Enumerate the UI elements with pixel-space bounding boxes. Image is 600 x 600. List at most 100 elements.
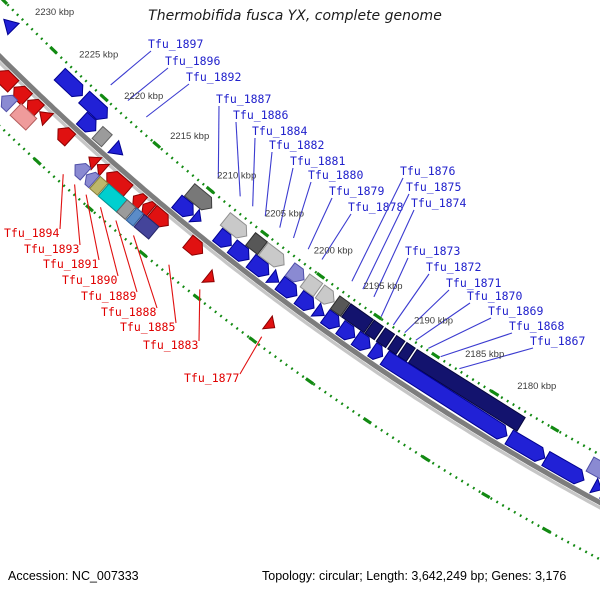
- tick-label: 2220 kbp: [124, 91, 163, 102]
- gene-label[interactable]: Tfu_1884: [252, 124, 307, 138]
- gene-arrow[interactable]: [170, 194, 194, 218]
- gene-arrow[interactable]: [211, 227, 232, 248]
- gene-label[interactable]: Tfu_1887: [216, 92, 271, 106]
- gene-arrow[interactable]: [335, 319, 356, 341]
- gene-arrow[interactable]: [387, 334, 406, 356]
- gene-label[interactable]: Tfu_1879: [329, 184, 384, 198]
- gene-arrow[interactable]: [284, 262, 305, 283]
- gene-arrow[interactable]: [310, 301, 325, 317]
- gene-arrow[interactable]: [88, 175, 109, 196]
- gene-arrow[interactable]: [74, 162, 92, 181]
- gene-label[interactable]: Tfu_1886: [233, 108, 288, 122]
- gene-arrow[interactable]: [96, 163, 111, 178]
- gene-arrow[interactable]: [397, 341, 416, 363]
- gene-label[interactable]: Tfu_1876: [400, 164, 455, 178]
- label-leader-line: [235, 121, 241, 197]
- label-leader-line: [99, 207, 119, 277]
- tick-label: 2185 kbp: [465, 349, 504, 360]
- gene-label[interactable]: Tfu_1875: [406, 180, 461, 194]
- gene-arrow[interactable]: [182, 234, 204, 256]
- gene-arrow[interactable]: [226, 239, 250, 262]
- gene-arrow[interactable]: [364, 319, 384, 341]
- gene-arrow[interactable]: [133, 213, 160, 240]
- gene-arrow[interactable]: [375, 327, 396, 349]
- gene-label[interactable]: Tfu_1882: [269, 138, 324, 152]
- gene-label[interactable]: Tfu_1889: [81, 289, 136, 303]
- gene-arrow[interactable]: [115, 199, 137, 221]
- gene-arrow[interactable]: [84, 171, 101, 189]
- gene-arrow[interactable]: [367, 342, 384, 360]
- gene-arrow[interactable]: [183, 182, 213, 211]
- gene-arrow[interactable]: [264, 268, 280, 283]
- gene-label[interactable]: Tfu_1883: [143, 338, 198, 352]
- gene-arrow[interactable]: [75, 111, 97, 133]
- gene-arrow[interactable]: [3, 18, 21, 36]
- gene-label[interactable]: Tfu_1867: [530, 334, 585, 348]
- gene-label[interactable]: Tfu_1881: [290, 154, 345, 168]
- gene-arrow[interactable]: [201, 268, 215, 283]
- gene-label[interactable]: Tfu_1880: [308, 168, 363, 182]
- gene-arrow[interactable]: [340, 303, 374, 334]
- gene-arrow[interactable]: [53, 67, 84, 98]
- gene-arrow[interactable]: [319, 309, 340, 330]
- gene-label[interactable]: Tfu_1894: [4, 226, 59, 240]
- label-leader-line: [279, 167, 294, 228]
- gene-arrow[interactable]: [293, 289, 315, 312]
- gene-arrow[interactable]: [585, 456, 600, 480]
- gene-label[interactable]: Tfu_1868: [509, 319, 564, 333]
- gene-arrow[interactable]: [350, 330, 371, 352]
- gene-arrow[interactable]: [589, 477, 600, 494]
- gene-arrow[interactable]: [329, 295, 351, 317]
- page-title: Thermobifida fusca YX, complete genome: [148, 8, 442, 24]
- gene-label[interactable]: Tfu_1893: [24, 242, 79, 256]
- gene-label[interactable]: Tfu_1891: [43, 257, 98, 271]
- gene-arrow[interactable]: [125, 207, 145, 227]
- gene-label[interactable]: Tfu_1877: [184, 371, 239, 385]
- gene-label[interactable]: Tfu_1874: [411, 196, 466, 210]
- gene-arrow[interactable]: [57, 127, 77, 147]
- gene-arrow[interactable]: [107, 139, 124, 156]
- gene-label[interactable]: Tfu_1873: [405, 244, 460, 258]
- gene-label[interactable]: Tfu_1896: [165, 54, 220, 68]
- gene-arrow[interactable]: [0, 69, 20, 93]
- gene-arrow[interactable]: [274, 275, 298, 299]
- gene-arrow[interactable]: [245, 253, 270, 278]
- gene-label[interactable]: Tfu_1892: [186, 70, 241, 84]
- accession-text: Accession: NC_007333: [8, 569, 139, 583]
- label-leader-line: [145, 83, 190, 118]
- gene-arrow[interactable]: [314, 284, 335, 305]
- label-leader-line: [110, 50, 152, 86]
- gene-arrow[interactable]: [0, 94, 19, 113]
- gene-label[interactable]: Tfu_1888: [101, 305, 156, 319]
- gene-arrow[interactable]: [379, 350, 508, 440]
- gene-arrow[interactable]: [407, 348, 526, 432]
- gene-label[interactable]: Tfu_1878: [348, 200, 403, 214]
- gene-label[interactable]: Tfu_1872: [426, 260, 481, 274]
- gene-label[interactable]: Tfu_1871: [446, 276, 501, 290]
- label-leader-line: [440, 332, 513, 358]
- gene-arrow[interactable]: [541, 450, 585, 485]
- gene-label[interactable]: Tfu_1870: [467, 289, 522, 303]
- tick-label: 2195 kbp: [363, 281, 402, 292]
- gene-arrow[interactable]: [504, 429, 546, 462]
- gene-arrow[interactable]: [91, 125, 113, 148]
- gene-arrow[interactable]: [261, 314, 276, 330]
- tick-label: 2215 kbp: [170, 131, 209, 142]
- gene-arrow[interactable]: [39, 111, 55, 127]
- gene-label[interactable]: Tfu_1869: [488, 304, 543, 318]
- gene-label[interactable]: Tfu_1885: [120, 320, 175, 334]
- gene-arrow[interactable]: [9, 102, 38, 131]
- gene-label[interactable]: Tfu_1897: [148, 37, 203, 51]
- gene-arrow[interactable]: [244, 231, 269, 256]
- gene-arrow[interactable]: [219, 211, 248, 239]
- tick-label: 2180 kbp: [517, 381, 556, 392]
- gene-arrow[interactable]: [88, 156, 103, 171]
- label-leader-line: [362, 193, 410, 290]
- gene-arrow[interactable]: [77, 90, 108, 121]
- gene-label[interactable]: Tfu_1890: [62, 273, 117, 287]
- gene-arrow[interactable]: [299, 273, 324, 298]
- gene-arrow[interactable]: [187, 208, 202, 223]
- gene-arrow[interactable]: [257, 241, 285, 268]
- label-leader-line: [59, 174, 64, 230]
